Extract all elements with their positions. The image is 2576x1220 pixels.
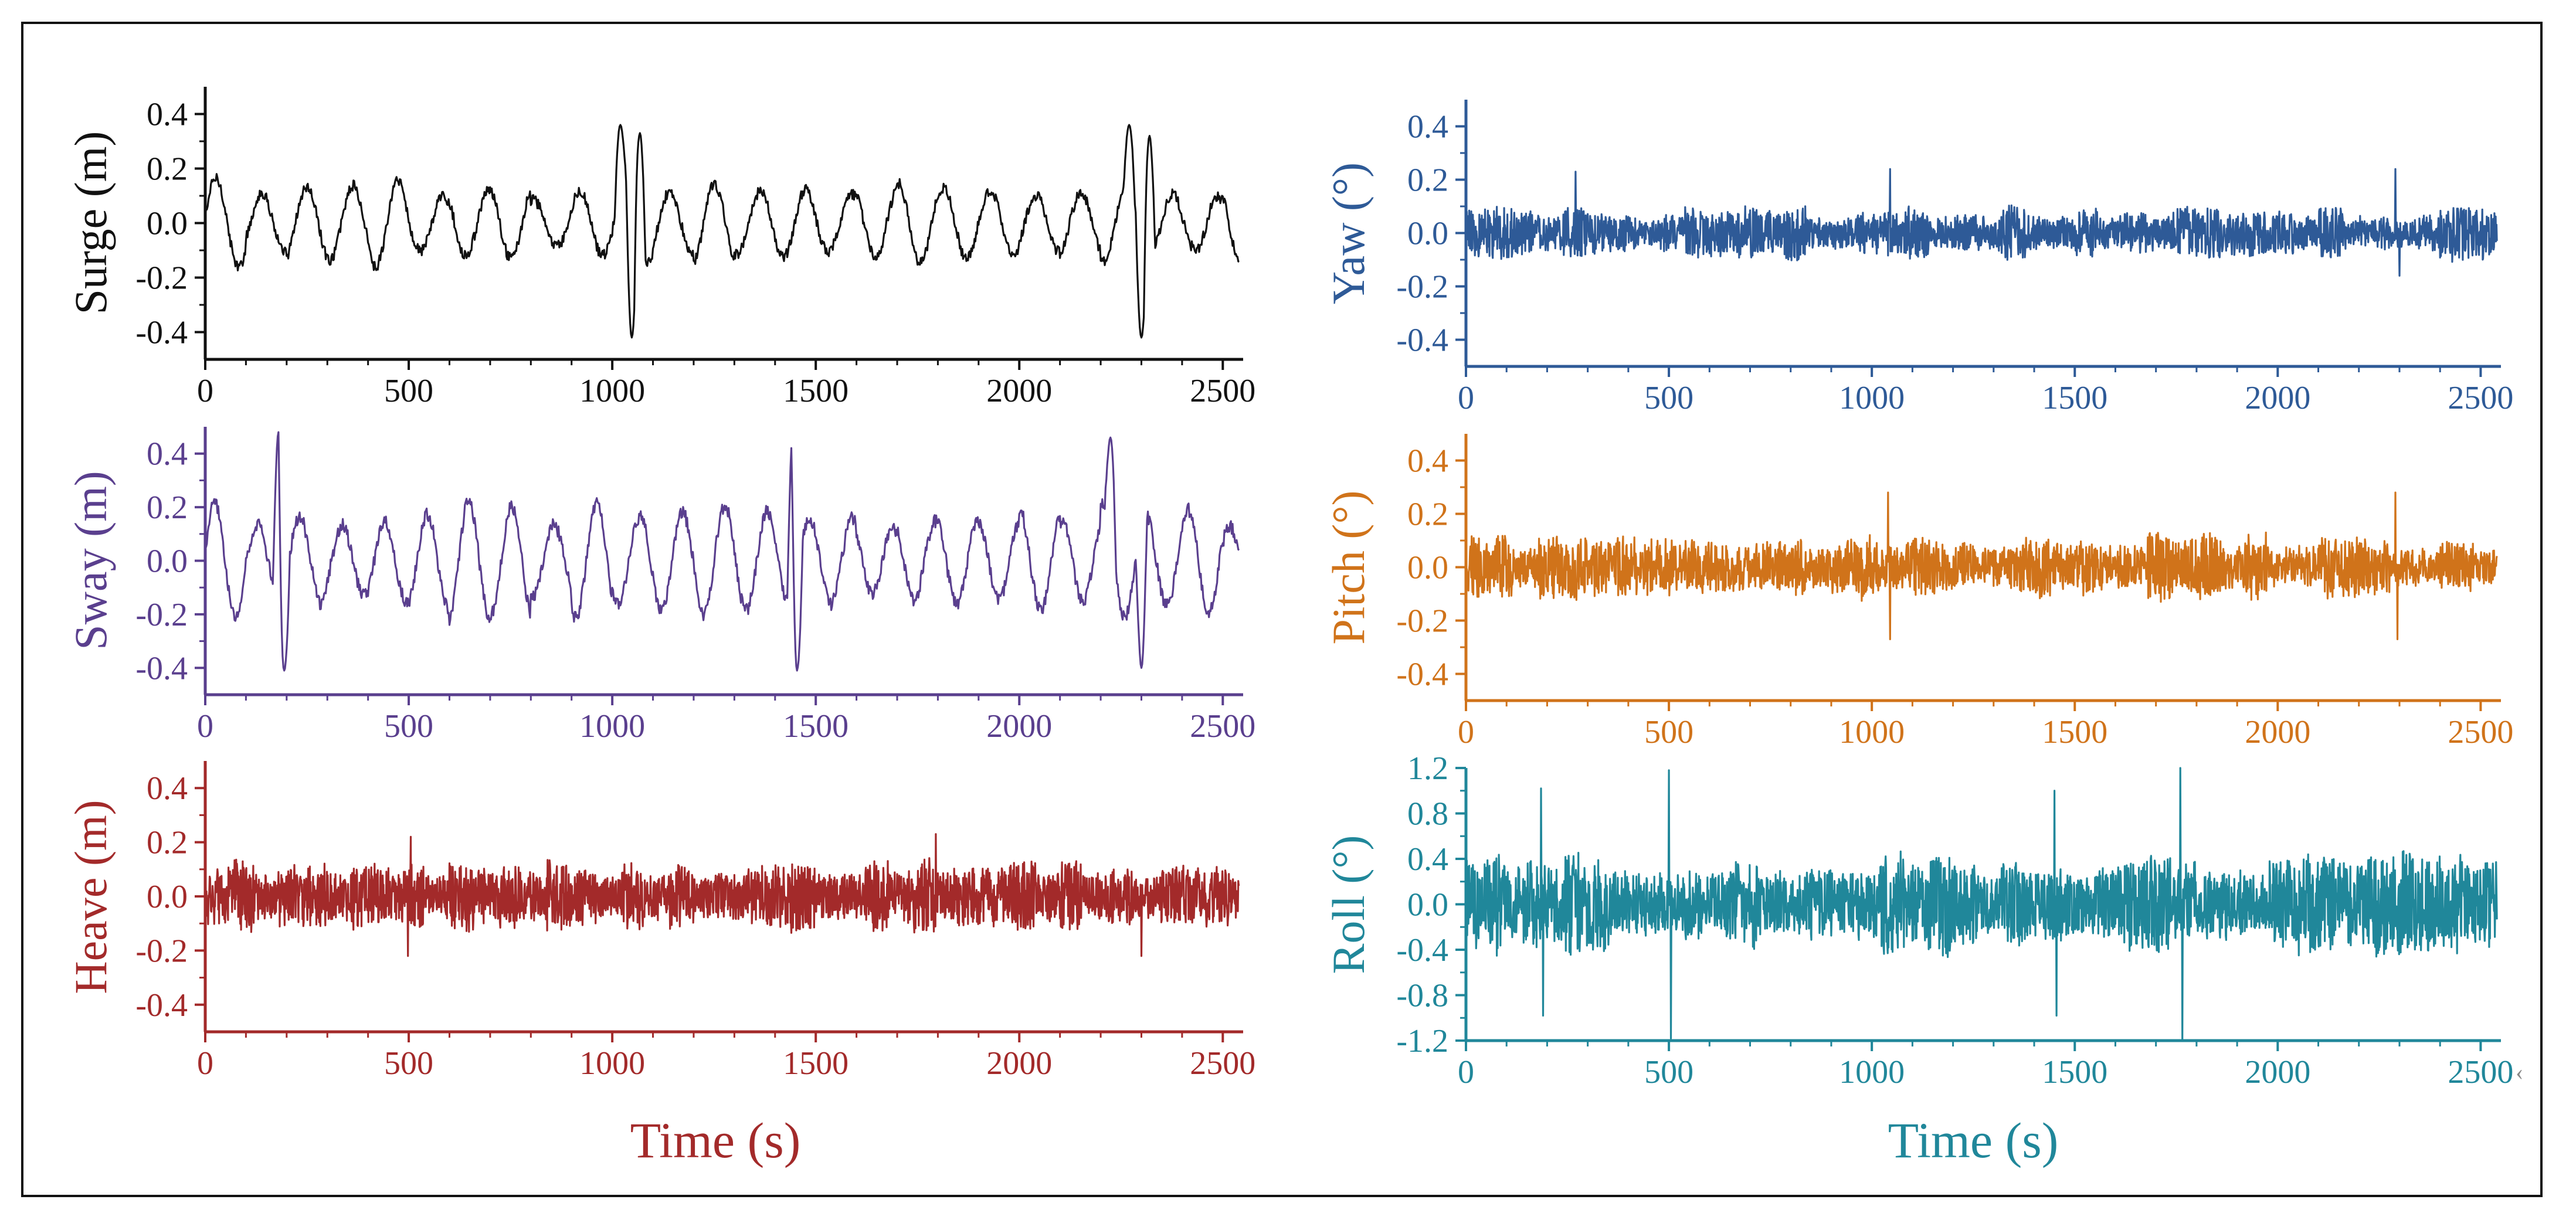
pitch-x-tick-label: 2000 (2245, 714, 2310, 750)
sway-x-tick-label: 0 (197, 708, 213, 745)
yaw-y-tick-label: -0.4 (1396, 322, 1448, 359)
yaw-x-tick-label: 1000 (1839, 380, 1905, 416)
heave-chart-svg: -0.4 -0.2 0.0 0.2 0.4 0 500 1000 1500 2000 2500 (135, 761, 1255, 1082)
sway-panel: -0.4 -0.2 0.0 0.2 0.4 0 500 1000 1500 2000 2500 (135, 427, 1255, 745)
yaw-series-line (1465, 168, 2498, 277)
yaw-y-tick-label: 0.0 (1407, 216, 1448, 252)
sway-series-line (205, 431, 1240, 672)
pitch-x-tick-label: 1500 (2042, 714, 2107, 750)
sway-y-label: Sway (m) (65, 471, 116, 650)
heave-y-tick-label: 0.4 (147, 770, 188, 807)
sway-x-tick-label: 2000 (986, 708, 1052, 745)
surge-x-tick-label: 1500 (783, 373, 849, 409)
pitch-y-label: Pitch (°) (1323, 490, 1374, 645)
heave-x-tick-label: 0 (197, 1045, 213, 1082)
heave-y-label: Heave (m) (65, 800, 116, 994)
sway-x-tick-label: 2500 (1190, 708, 1255, 745)
pitch-y-tick-label: -0.2 (1396, 603, 1448, 640)
yaw-chart-svg: -0.4 -0.2 0.0 0.2 0.4 0 500 1000 1500 2000 2500 (1396, 100, 2513, 416)
surge-y-tick-label: -0.2 (135, 260, 188, 297)
heave-panel: -0.4 -0.2 0.0 0.2 0.4 0 500 1000 1500 2000 2500 (135, 761, 1255, 1082)
yaw-y-tick-label: 0.4 (1407, 109, 1448, 145)
surge-x-tick-label: 1000 (579, 373, 645, 409)
yaw-x-tick-label: 1500 (2042, 380, 2107, 416)
heave-x-tick-label: 2500 (1190, 1045, 1255, 1082)
yaw-panel: -0.4 -0.2 0.0 0.2 0.4 0 500 1000 1500 2000 2500 (1396, 100, 2513, 416)
pitch-x-tick-label: 2500 (2448, 714, 2513, 750)
heave-y-tick-label: -0.2 (135, 933, 188, 969)
pitch-x-tick-label: 1000 (1839, 714, 1905, 750)
yaw-x-tick-label: 2000 (2245, 380, 2310, 416)
surge-y-tick-label: 0.0 (147, 206, 188, 242)
sway-y-tick-label: -0.4 (135, 650, 188, 687)
roll-y-label: Roll (°) (1323, 835, 1374, 974)
roll-y-tick-label: 0.4 (1407, 841, 1448, 878)
surge-y-tick-label: -0.4 (135, 315, 188, 351)
pitch-y-tick-label: 0.4 (1407, 443, 1448, 480)
surge-panel: -0.4 -0.2 0.0 0.2 0.4 0 500 1000 1500 2000 2500 (135, 87, 1255, 409)
surge-y-label: Surge (m) (65, 131, 116, 315)
roll-x-tick-label: 500 (1644, 1054, 1693, 1090)
roll-chart-svg: -1.2 -0.8 -0.4 0.0 0.4 0.8 1.2 0 500 1000 1500 2000… (1396, 750, 2513, 1090)
yaw-y-tick-label: 0.2 (1407, 162, 1448, 199)
surge-y-tick-label: 0.2 (147, 151, 188, 188)
roll-x-tick-label: 1500 (2042, 1054, 2107, 1090)
figure-border (21, 22, 2543, 1197)
left-x-axis-title: Time (s) (630, 1112, 801, 1168)
surge-y-tick-label: 0.4 (147, 97, 188, 133)
pitch-x-tick-label: 500 (1644, 714, 1693, 750)
surge-x-tick-label: 0 (197, 373, 213, 409)
sway-y-tick-label: 0.2 (147, 490, 188, 526)
right-x-axis-title: Time (s) (1888, 1112, 2059, 1168)
pitch-y-tick-label: 0.2 (1407, 497, 1448, 533)
roll-y-tick-label: 0.0 (1407, 887, 1448, 923)
roll-series-line (1465, 767, 2498, 1042)
roll-x-tick-label: 2500 (2448, 1054, 2513, 1090)
heave-series-line (204, 833, 1240, 957)
sway-y-tick-label: -0.2 (135, 597, 188, 633)
yaw-x-tick-label: 2500 (2448, 380, 2513, 416)
pitch-y-tick-label: 0.0 (1407, 550, 1448, 586)
stray-mark: ‹ (2516, 1059, 2524, 1085)
surge-series-line (204, 124, 1240, 339)
sway-chart-svg: -0.4 -0.2 0.0 0.2 0.4 0 500 1000 1500 2000 2500 (135, 427, 1255, 745)
surge-x-tick-label: 2500 (1190, 373, 1255, 409)
pitch-panel: -0.4 -0.2 0.0 0.2 0.4 0 500 1000 1500 2000 2500 (1396, 434, 2513, 750)
heave-x-tick-label: 1000 (579, 1045, 645, 1082)
roll-y-tick-label: -0.4 (1396, 932, 1448, 968)
roll-panel: -1.2 -0.8 -0.4 0.0 0.4 0.8 1.2 0 500 1000 1500 2000… (1396, 750, 2513, 1090)
surge-x-tick-label: 2000 (986, 373, 1052, 409)
surge-chart-svg: -0.4 -0.2 0.0 0.2 0.4 0 500 1000 1500 2000 2500 (135, 87, 1255, 409)
yaw-x-tick-label: 0 (1458, 380, 1474, 416)
sway-x-tick-label: 500 (384, 708, 433, 745)
roll-y-tick-label: -0.8 (1396, 978, 1448, 1014)
pitch-x-tick-label: 0 (1458, 714, 1474, 750)
yaw-x-tick-label: 500 (1644, 380, 1693, 416)
sway-y-tick-label: 0.4 (147, 436, 188, 473)
roll-y-tick-label: 0.8 (1407, 796, 1448, 832)
heave-y-tick-label: 0.0 (147, 879, 188, 915)
roll-y-tick-label: 1.2 (1407, 750, 1448, 787)
yaw-y-label: Yaw (°) (1323, 162, 1374, 305)
heave-x-tick-label: 1500 (783, 1045, 849, 1082)
sway-x-tick-label: 1000 (579, 708, 645, 745)
roll-y-tick-label: -1.2 (1396, 1023, 1448, 1059)
roll-x-tick-label: 2000 (2245, 1054, 2310, 1090)
surge-x-tick-label: 500 (384, 373, 433, 409)
roll-x-tick-label: 0 (1458, 1054, 1474, 1090)
sway-x-tick-label: 1500 (783, 708, 849, 745)
roll-x-tick-label: 1000 (1839, 1054, 1905, 1090)
pitch-y-tick-label: -0.4 (1396, 657, 1448, 693)
sway-y-tick-label: 0.0 (147, 543, 188, 580)
yaw-y-tick-label: -0.2 (1396, 269, 1448, 305)
heave-y-tick-label: -0.4 (135, 987, 188, 1024)
pitch-chart-svg: -0.4 -0.2 0.0 0.2 0.4 0 500 1000 1500 2000 2500 (1396, 434, 2513, 750)
heave-y-tick-label: 0.2 (147, 825, 188, 861)
pitch-series-line (1465, 491, 2498, 640)
heave-x-tick-label: 500 (384, 1045, 433, 1082)
heave-x-tick-label: 2000 (986, 1045, 1052, 1082)
